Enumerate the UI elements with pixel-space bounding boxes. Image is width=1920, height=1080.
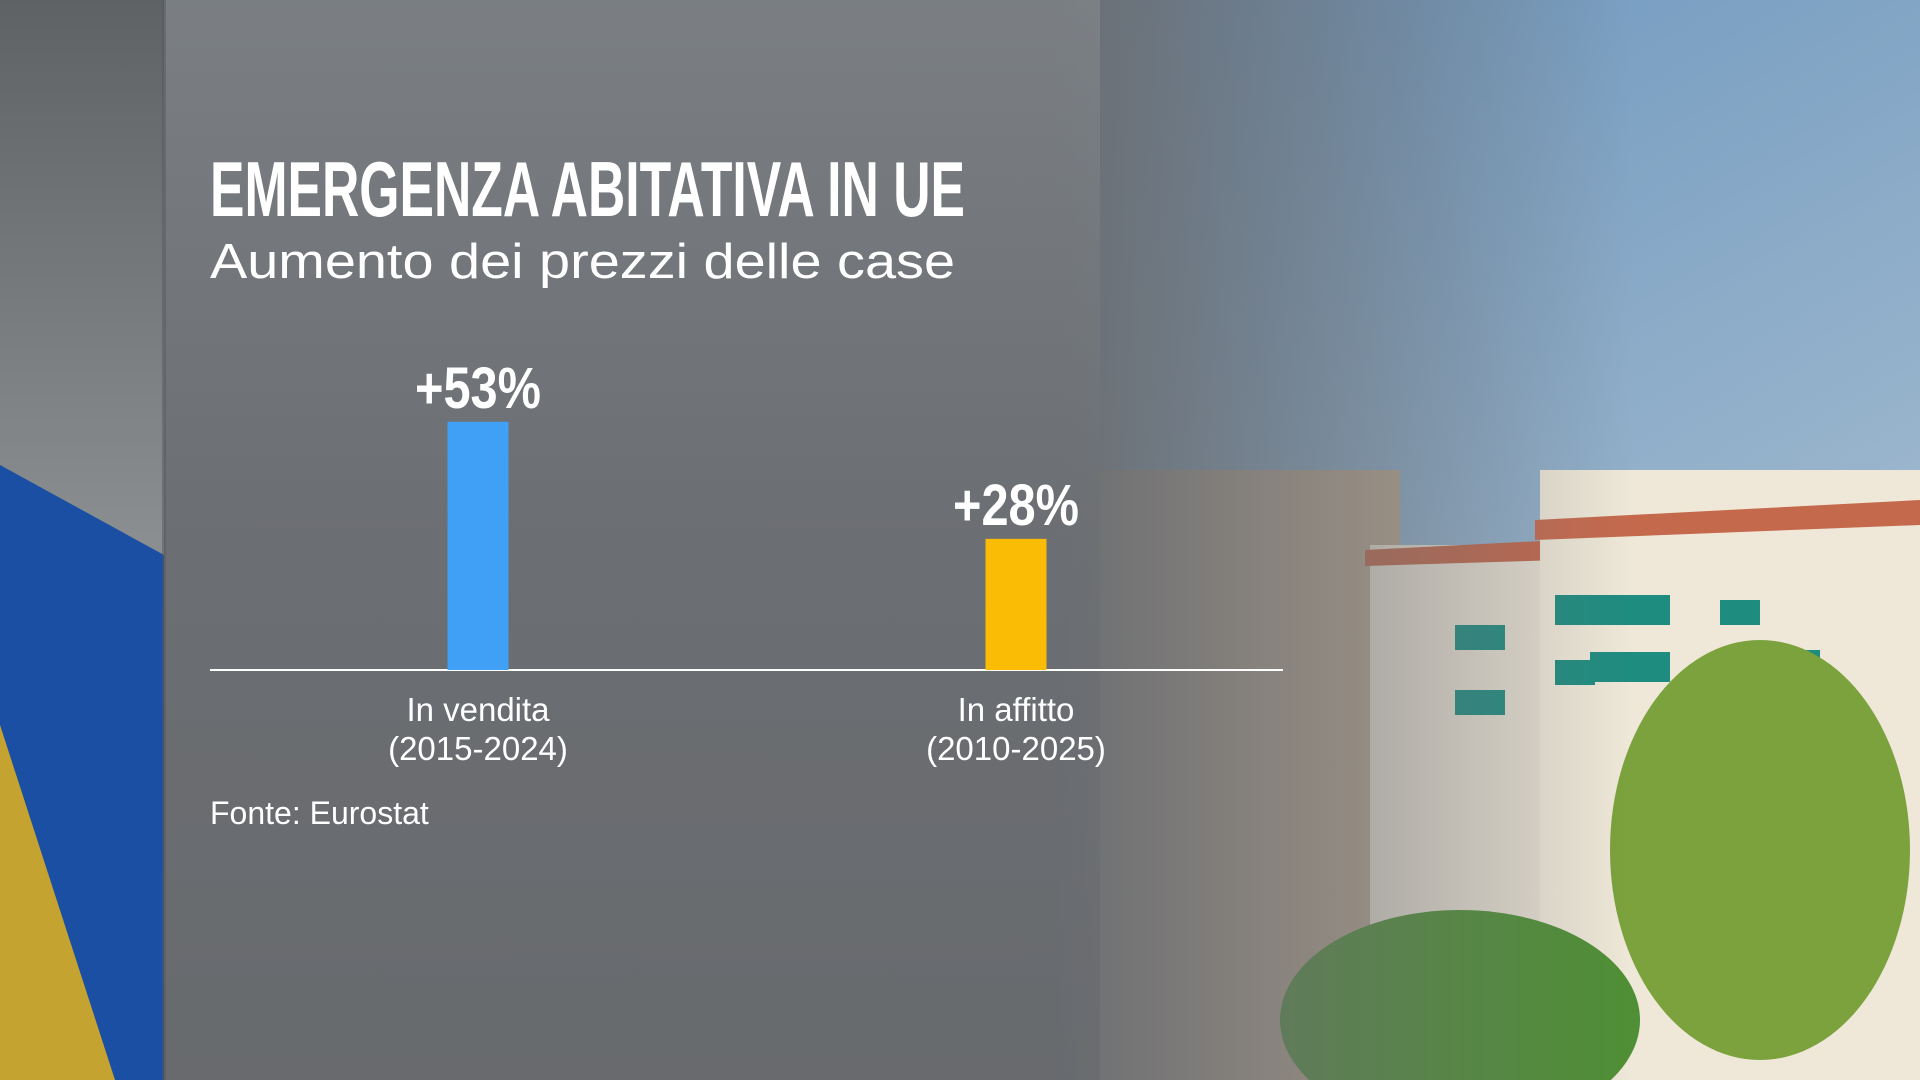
- chart-subtitle: Aumento dei prezzi delle case: [210, 235, 955, 289]
- value-label: +53%: [415, 356, 541, 421]
- x-tick-period: (2015-2024): [388, 730, 568, 767]
- x-tick-label: In vendita: [406, 691, 550, 728]
- x-tick-label: In affitto: [958, 691, 1075, 728]
- bar: [447, 421, 509, 670]
- value-label: +28%: [953, 473, 1079, 538]
- source-note: Fonte: Eurostat: [210, 795, 429, 831]
- bar: [985, 538, 1047, 670]
- x-tick-period: (2010-2025): [926, 730, 1106, 767]
- chart-title: EMERGENZA ABITATIVA IN UE: [210, 145, 965, 233]
